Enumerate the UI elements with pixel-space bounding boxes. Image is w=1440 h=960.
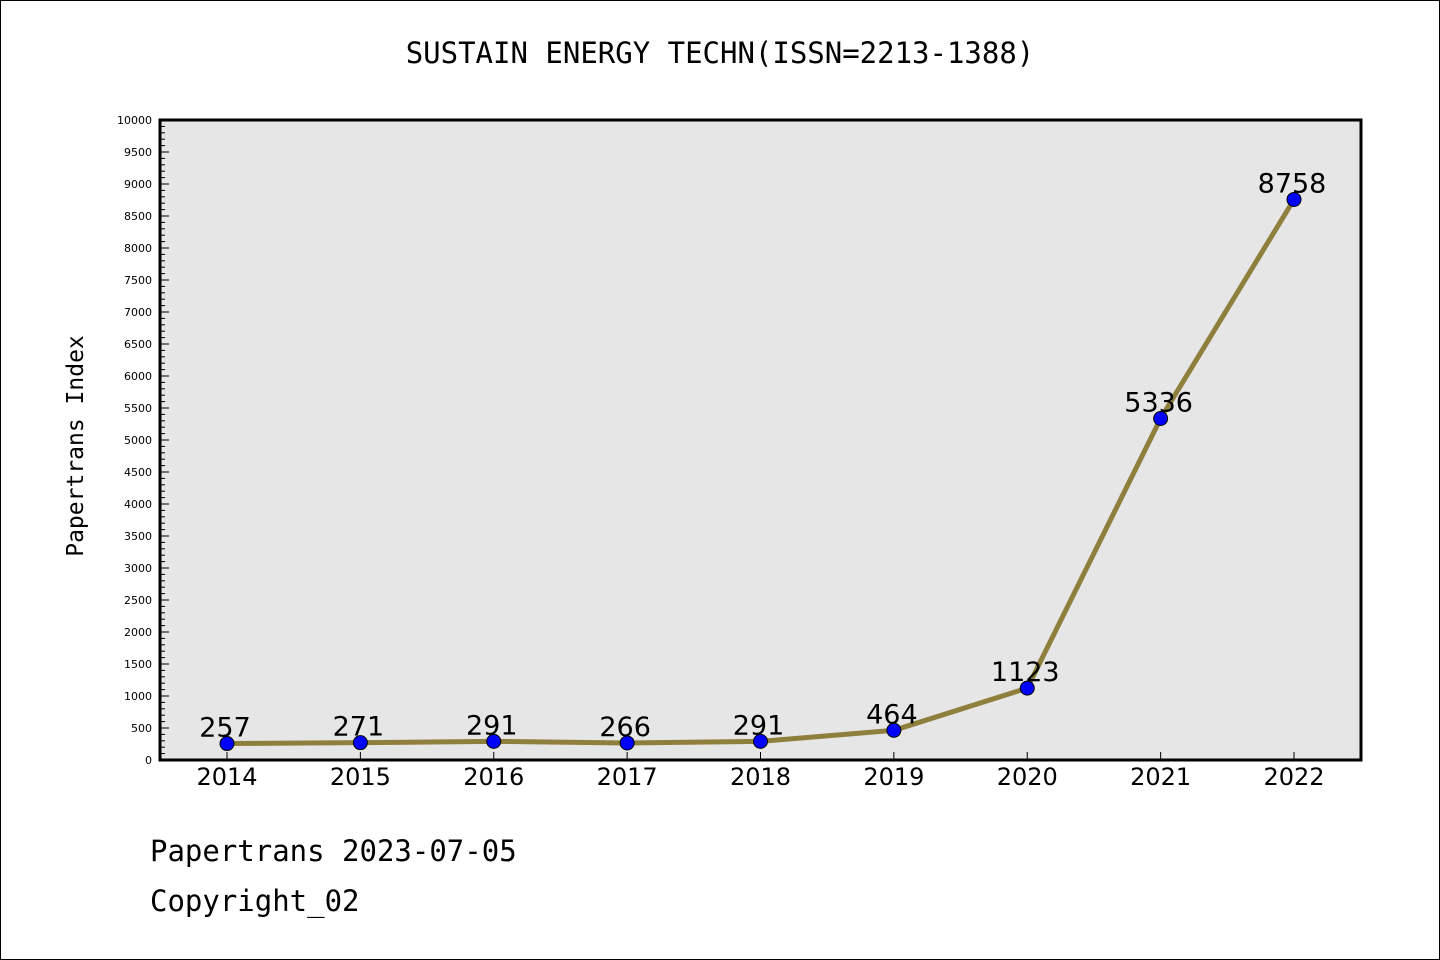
data-point: [619, 735, 635, 751]
y-tick-label: 3000: [124, 562, 152, 575]
x-tick-label: 2016: [463, 763, 524, 791]
y-tick-label: 8500: [124, 210, 152, 223]
plot-border: [158, 118, 1363, 762]
data-point: [886, 722, 902, 738]
data-point: [219, 736, 235, 752]
y-tick-label: 0: [145, 754, 152, 767]
y-tick-label: 9500: [124, 146, 152, 159]
x-tick-label: 2017: [597, 763, 658, 791]
data-label: 8758: [1258, 168, 1327, 199]
y-tick-label: 500: [131, 722, 152, 735]
x-tick-label: 2018: [730, 763, 791, 791]
y-tick-label: 4500: [124, 466, 152, 479]
data-label: 1123: [991, 657, 1060, 688]
data-label: 464: [866, 699, 918, 730]
data-label: 291: [733, 710, 785, 741]
x-tick-label: 2014: [196, 763, 257, 791]
x-axis-ticks: 2014 2015 2016 2017 2018 2019 2020 2021 2022: [196, 752, 1325, 791]
y-tick-label: 1500: [124, 658, 152, 671]
data-label: 271: [333, 712, 385, 743]
data-label: 5336: [1124, 387, 1193, 418]
footer-copyright: Copyright_02: [150, 884, 360, 918]
y-tick-label: 5000: [124, 434, 152, 447]
data-label: 257: [199, 713, 251, 744]
plot-area: [160, 120, 1361, 760]
x-tick-label: 2015: [330, 763, 391, 791]
data-point: [753, 733, 768, 749]
y-axis-ticks: 0 500 1000 1500 2000 2500 3000 3500 4000 4500 5000…: [117, 114, 169, 767]
data-point: [1153, 410, 1169, 426]
y-tick-label: 9000: [124, 178, 152, 191]
y-tick-label: 4000: [124, 498, 152, 511]
data-labels: 257 271 291 266 291 464 1123 5336 8758: [199, 168, 1326, 743]
y-tick-label: 6500: [124, 338, 152, 351]
x-tick-label: 2020: [997, 763, 1058, 791]
x-tick-label: 2022: [1263, 763, 1324, 791]
y-tick-label: 2500: [124, 594, 152, 607]
footer-date: Papertrans 2023-07-05: [150, 834, 517, 868]
data-point: [486, 733, 502, 749]
data-markers: [219, 191, 1302, 752]
data-point: [352, 735, 368, 751]
y-tick-label: 8000: [124, 242, 152, 255]
y-tick-label: 10000: [117, 114, 152, 127]
y-tick-label: 1000: [124, 690, 152, 703]
y-tick-label: 2000: [124, 626, 152, 639]
data-label: 266: [599, 712, 651, 743]
y-tick-label: 7500: [124, 274, 152, 287]
y-tick-label: 5500: [124, 402, 152, 415]
y-tick-label: 7000: [124, 306, 152, 319]
x-tick-label: 2019: [863, 763, 924, 791]
x-tick-label: 2021: [1130, 763, 1191, 791]
data-point: [1019, 680, 1035, 696]
data-point: [1286, 191, 1302, 207]
y-tick-label: 3500: [124, 530, 152, 543]
y-tick-label: 6000: [124, 370, 152, 383]
chart-title: SUSTAIN ENERGY TECHN(ISSN=2213-1388): [405, 36, 1035, 70]
data-label: 291: [466, 710, 518, 741]
